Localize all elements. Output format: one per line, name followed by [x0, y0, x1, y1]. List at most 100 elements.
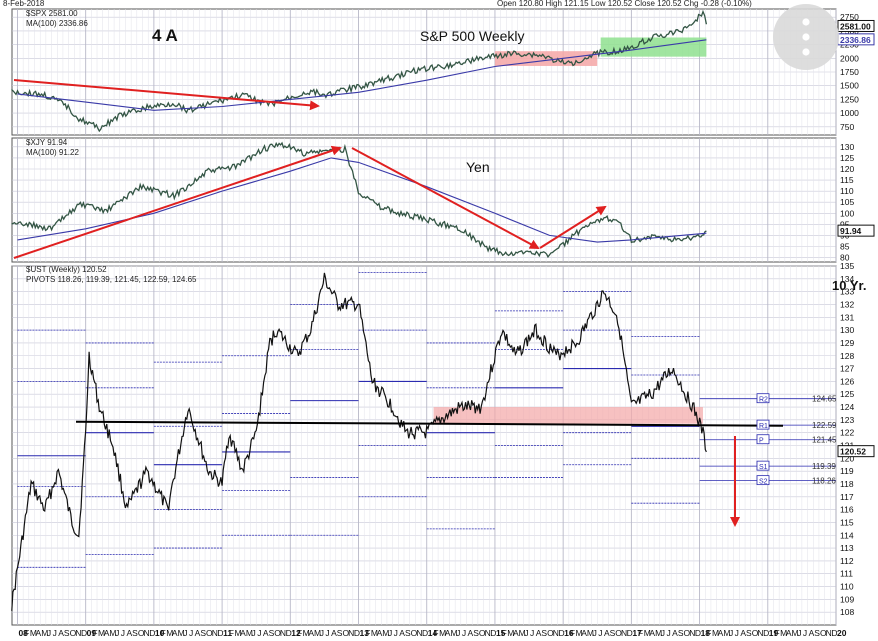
y-tick-label: 122 [840, 428, 854, 438]
price-tag-label: 91.94 [840, 226, 862, 236]
x-tick-label: 12 [291, 628, 301, 638]
x-tick-label: F [706, 628, 711, 638]
x-tick-label: S [64, 628, 70, 638]
x-tick-label: N [212, 628, 218, 638]
x-tick-label: N [757, 628, 763, 638]
x-tick-label: F [774, 628, 779, 638]
x-tick-label: M [98, 628, 105, 638]
x-tick-label: M [178, 628, 185, 638]
x-tick-label: J [394, 628, 398, 638]
x-tick-label: A [126, 628, 132, 638]
x-tick-label: M [587, 628, 594, 638]
x-tick-label: S [541, 628, 547, 638]
y-tick-label: 133 [840, 287, 854, 297]
ma-line [17, 39, 707, 111]
x-tick-label: O [411, 628, 418, 638]
x-tick-label: 19 [769, 628, 779, 638]
y-tick-label: 124 [840, 402, 854, 412]
x-tick-label: M [439, 628, 446, 638]
y-tick-label: 130 [840, 325, 854, 335]
trend-arrow [351, 147, 540, 249]
x-tick-label: O [479, 628, 486, 638]
pivot-tag [756, 434, 770, 445]
y-tick-label: 118 [840, 479, 854, 489]
x-tick-label: J [666, 628, 670, 638]
x-tick-label: J [598, 628, 602, 638]
ust-title: 10 Yr. [832, 278, 866, 293]
x-tick-label: M [792, 628, 799, 638]
x-tick-label: M [712, 628, 719, 638]
x-tick-label: A [240, 628, 246, 638]
x-tick-label: A [581, 628, 587, 638]
menu-button[interactable] [773, 4, 839, 70]
x-tick-label: A [718, 628, 724, 638]
header-date: 8-Feb-2018 [3, 0, 45, 8]
x-tick-label: A [36, 628, 42, 638]
x-tick-label: A [740, 628, 746, 638]
x-tick-label: 14 [428, 628, 438, 638]
y-tick-label: 109 [840, 594, 854, 604]
x-tick-label: D [695, 628, 701, 638]
x-tick-label: A [604, 628, 610, 638]
x-tick-label: J [661, 628, 665, 638]
x-tick-label: J [524, 628, 528, 638]
x-tick-label: A [58, 628, 64, 638]
x-tick-label: A [377, 628, 383, 638]
x-tick-label: J [183, 628, 187, 638]
spx-title: S&P 500 Weekly [420, 28, 525, 44]
x-tick-label: S [473, 628, 479, 638]
x-tick-label: 09 [87, 628, 97, 638]
y-tick-label: 129 [840, 338, 854, 348]
x-tick-label: J [735, 628, 739, 638]
x-tick-label: J [729, 628, 733, 638]
x-tick-label: 10 [155, 628, 165, 638]
y-tick-label: 126 [840, 376, 854, 386]
y-tick-label: 111 [840, 569, 853, 579]
x-tick-label: A [536, 628, 542, 638]
y-tick-label: 115 [840, 517, 854, 527]
x-tick-label: N [416, 628, 422, 638]
spx-legend-ma: MA(100) 2336.86 [26, 19, 88, 28]
x-tick-label: J [53, 628, 57, 638]
x-tick-label: 11 [223, 628, 232, 638]
figure-label: 4 A [152, 26, 178, 45]
x-tick-label: N [75, 628, 81, 638]
trend-arrow [13, 145, 342, 259]
x-tick-label: M [166, 628, 173, 638]
x-tick-label: O [342, 628, 349, 638]
x-tick-label: D [354, 628, 360, 638]
x-tick-label: F [92, 628, 97, 638]
x-tick-label: F [502, 628, 507, 638]
y-tick-label: 1000 [840, 108, 859, 118]
x-tick-label: F [570, 628, 575, 638]
x-tick-label: F [297, 628, 302, 638]
x-tick-label: M [450, 628, 457, 638]
x-tick-label: M [507, 628, 514, 638]
pivot-value: 124.65 [812, 395, 837, 404]
x-tick-label: A [649, 628, 655, 638]
price-tag [837, 224, 875, 237]
x-tick-label: D [558, 628, 564, 638]
x-tick-label: N [826, 628, 832, 638]
x-tick-label: J [257, 628, 261, 638]
x-tick-label: O [138, 628, 145, 638]
y-tick-label: 120 [840, 453, 854, 463]
x-tick-label: O [547, 628, 554, 638]
x-tick-label: S [337, 628, 343, 638]
x-tick-label: 18 [701, 628, 711, 638]
x-tick-label: D [763, 628, 769, 638]
x-tick-label: A [672, 628, 678, 638]
x-tick-label: S [610, 628, 616, 638]
y-tick-label: 105 [840, 197, 854, 207]
price-tag-label: 120.52 [840, 447, 866, 457]
x-tick-label: 16 [564, 628, 574, 638]
x-tick-label: A [263, 628, 269, 638]
y-tick-label: 95 [840, 219, 850, 229]
pivot-label: R1 [759, 423, 768, 430]
x-tick-label: M [234, 628, 241, 638]
x-tick-label: M [314, 628, 321, 638]
pivot-value: 118.26 [812, 477, 836, 486]
x-tick-label: M [655, 628, 662, 638]
pivot-tag [756, 419, 770, 430]
